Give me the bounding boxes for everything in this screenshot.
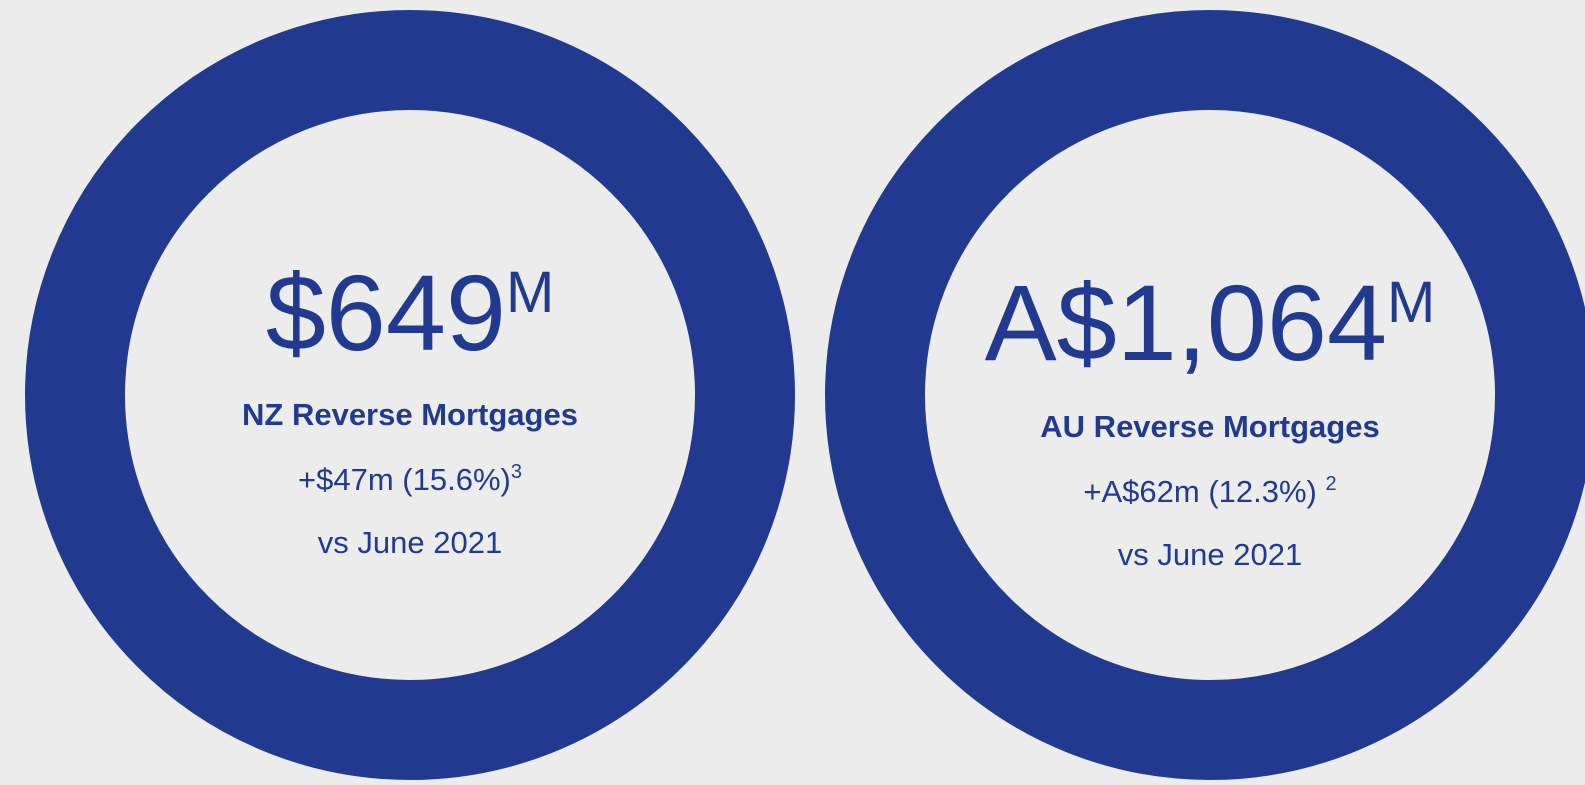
change-text: +A$62m (12.3%) — [1083, 474, 1325, 509]
metric: $649M — [266, 252, 555, 373]
metric-label: NZ Reverse Mortgages — [242, 397, 578, 432]
ring — [25, 10, 795, 780]
card-nz: $649M NZ Reverse Mortgages +$47m (15.6%)… — [25, 10, 795, 780]
metric-unit: M — [1387, 270, 1435, 335]
metric-value: $649 — [266, 252, 506, 373]
period: vs June 2021 — [1118, 537, 1302, 572]
ring — [825, 10, 1585, 780]
change: +A$62m (12.3%) 2 — [1083, 473, 1336, 509]
footnote: 2 — [1325, 473, 1336, 495]
metric-unit: M — [506, 260, 554, 325]
metric-value: A$1,064 — [985, 262, 1387, 383]
metric: A$1,064M — [985, 262, 1436, 383]
change: +$47m (15.6%)3 — [298, 461, 522, 497]
period: vs June 2021 — [318, 525, 502, 560]
metric-label: AU Reverse Mortgages — [1040, 409, 1379, 444]
change-text: +$47m (15.6%) — [298, 462, 511, 497]
card-au: A$1,064M AU Reverse Mortgages +A$62m (12… — [825, 10, 1585, 780]
footnote: 3 — [511, 461, 522, 483]
